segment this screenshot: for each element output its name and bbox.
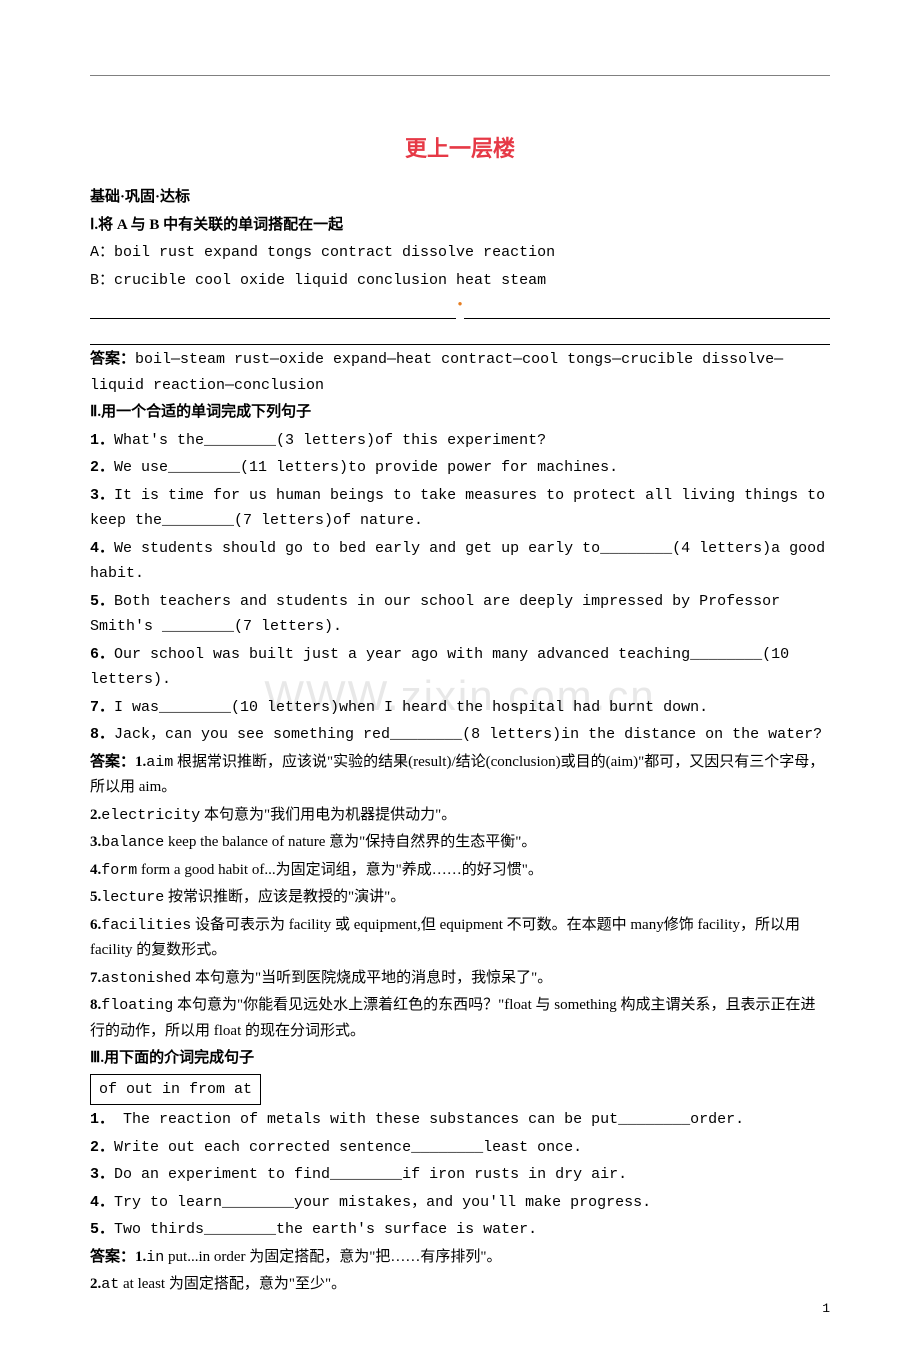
answer-blank-line [90, 323, 830, 345]
answer-explain: 本句意为"我们用电为机器提供动力"。 [200, 807, 456, 823]
answer-word: astonished [101, 970, 191, 987]
question-item: 7．I was________(10 letters)when I heard … [90, 695, 830, 721]
item-text: The reaction of metals with these substa… [114, 1111, 744, 1128]
item-num: 2． [90, 459, 114, 476]
item-num: 1． [90, 432, 114, 449]
item-text: We use________(11 letters)to provide pow… [114, 459, 618, 476]
answer-word: lecture [101, 889, 164, 906]
answer-explain: put...in order 为固定搭配，意为"把……有序排列"。 [164, 1249, 501, 1265]
part1-heading: Ⅰ.将 A 与 B 中有关联的单词搭配在一起 [90, 213, 830, 239]
item-num: 2． [90, 1139, 114, 1156]
part1-line-a: A：boil rust expand tongs contract dissol… [90, 240, 830, 266]
question-item: 1． The reaction of metals with these sub… [90, 1107, 830, 1133]
part1-answer: 答案：boil—steam rust—oxide expand—heat con… [90, 347, 830, 398]
horizontal-rule [90, 75, 830, 76]
answer-num: 答案：1. [90, 754, 146, 770]
question-item: 5．Both teachers and students in our scho… [90, 589, 830, 640]
answer-item: 答案：1.in put...in order 为固定搭配，意为"把……有序排列"… [90, 1245, 830, 1271]
answer-item: 8.floating 本句意为"你能看见远处水上漂着红色的东西吗？"float … [90, 993, 830, 1044]
part1-line-b: B：crucible cool oxide liquid conclusion … [90, 268, 830, 294]
item-num: 8． [90, 726, 114, 743]
item-num: 3． [90, 487, 114, 504]
answer-item: 6.facilities 设备可表示为 facility 或 equipment… [90, 913, 830, 964]
page-number: 1 [822, 1298, 830, 1320]
item-text: Jack，can you see something red________(8… [114, 726, 822, 743]
question-item: 5．Two thirds________the earth's surface … [90, 1217, 830, 1243]
answer-explain: 根据常识推断，应该说"实验的结果(result)/结论(conclusion)或… [90, 754, 824, 796]
question-item: 2．We use________(11 letters)to provide p… [90, 455, 830, 481]
answer-item: 答案：1.aim 根据常识推断，应该说"实验的结果(result)/结论(con… [90, 750, 830, 801]
answer-word: floating [101, 997, 173, 1014]
answer-explain: 本句意为"你能看见远处水上漂着红色的东西吗？"float 与 something… [90, 997, 816, 1039]
answer-num: 答案：1. [90, 1249, 146, 1265]
question-item: 1．What's the________(3 letters)of this e… [90, 428, 830, 454]
item-num: 5． [90, 593, 114, 610]
question-item: 6．Our school was built just a year ago w… [90, 642, 830, 693]
question-item: 4．We students should go to bed early and… [90, 536, 830, 587]
answer-explain: 按常识推断，应该是教授的"演讲"。 [164, 889, 405, 905]
part2-heading: Ⅱ.用一个合适的单词完成下列句子 [90, 400, 830, 426]
answer-explain: 设备可表示为 facility 或 equipment,但 equipment … [90, 917, 800, 959]
question-item: 2．Write out each corrected sentence_____… [90, 1135, 830, 1161]
item-text: It is time for us human beings to take m… [90, 487, 825, 530]
question-item: 3．It is time for us human beings to take… [90, 483, 830, 534]
answer-num: 3. [90, 834, 101, 850]
answer-label: 答案： [90, 351, 135, 367]
item-num: 1． [90, 1111, 114, 1128]
answer-item: 5.lecture 按常识推断，应该是教授的"演讲"。 [90, 885, 830, 911]
answer-word: form [101, 862, 137, 879]
item-num: 4． [90, 1194, 114, 1211]
item-text: What's the________(3 letters)of this exp… [114, 432, 546, 449]
answer-item: 2.electricity 本句意为"我们用电为机器提供动力"。 [90, 803, 830, 829]
answer-num: 2. [90, 1276, 101, 1292]
dot-icon: ● [458, 297, 463, 319]
question-item: 3．Do an experiment to find________if iro… [90, 1162, 830, 1188]
answer-item: 3.balance keep the balance of nature 意为"… [90, 830, 830, 856]
item-text: Try to learn________your mistakes，and yo… [114, 1194, 651, 1211]
word-box: of out in from at [90, 1074, 261, 1106]
answer-word: electricity [101, 807, 200, 824]
question-item: 4．Try to learn________your mistakes，and … [90, 1190, 830, 1216]
item-num: 6． [90, 646, 114, 663]
answer-num: 5. [90, 889, 101, 905]
section-heading: 基础·巩固·达标 [90, 185, 830, 211]
item-text: Write out each corrected sentence_______… [114, 1139, 582, 1156]
answer-explain: keep the balance of nature 意为"保持自然界的生态平衡… [164, 834, 536, 850]
answer-text: boil—steam rust—oxide expand—heat contra… [90, 351, 783, 394]
item-num: 5． [90, 1221, 114, 1238]
answer-word: aim [146, 754, 173, 771]
answer-num: 6. [90, 917, 101, 933]
item-num: 3． [90, 1166, 114, 1183]
answer-num: 2. [90, 807, 101, 823]
answer-word: facilities [101, 917, 191, 934]
answer-item: 2.at at least 为固定搭配，意为"至少"。 [90, 1272, 830, 1298]
item-text: Both teachers and students in our school… [90, 593, 780, 636]
item-num: 7． [90, 699, 114, 716]
item-text: I was________(10 letters)when I heard th… [114, 699, 708, 716]
item-text: Two thirds________the earth's surface is… [114, 1221, 537, 1238]
answer-num: 8. [90, 997, 101, 1013]
page-title: 更上一层楼 [90, 130, 830, 167]
document-content: 更上一层楼 基础·巩固·达标 Ⅰ.将 A 与 B 中有关联的单词搭配在一起 A：… [90, 130, 830, 1298]
item-text: We students should go to bed early and g… [90, 540, 825, 583]
answer-num: 4. [90, 862, 101, 878]
answer-item: 4.form form a good habit of...为固定词组，意为"养… [90, 858, 830, 884]
answer-item: 7.astonished 本句意为"当听到医院烧成平地的消息时，我惊呆了"。 [90, 966, 830, 992]
question-item: 8．Jack，can you see something red________… [90, 722, 830, 748]
answer-explain: form a good habit of...为固定词组，意为"养成……的好习惯… [137, 862, 543, 878]
answer-word: in [146, 1249, 164, 1266]
part3-heading: Ⅲ.用下面的介词完成句子 [90, 1046, 830, 1072]
answer-explain: 本句意为"当听到医院烧成平地的消息时，我惊呆了"。 [191, 970, 552, 986]
item-text: Do an experiment to find________if iron … [114, 1166, 627, 1183]
answer-word: balance [101, 834, 164, 851]
answer-blank-line: ● [90, 297, 830, 319]
item-text: Our school was built just a year ago wit… [90, 646, 789, 689]
item-num: 4． [90, 540, 114, 557]
answer-word: at [101, 1276, 119, 1293]
answer-explain: at least 为固定搭配，意为"至少"。 [119, 1276, 346, 1292]
answer-num: 7. [90, 970, 101, 986]
